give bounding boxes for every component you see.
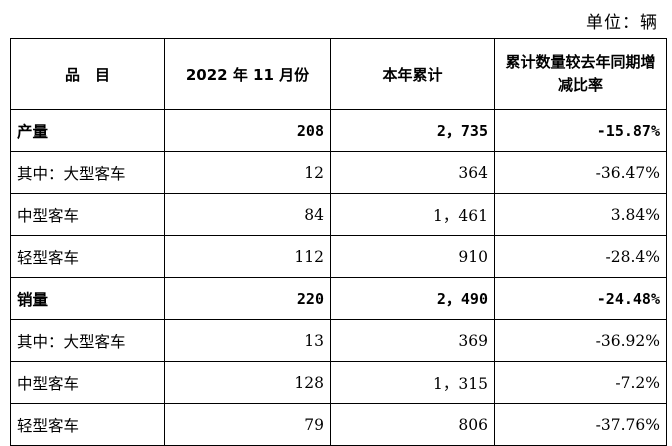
header-change: 累计数量较去年同期增减比率 xyxy=(494,38,667,110)
row-ytd-value: 1，315 xyxy=(330,361,495,404)
row-label: 其中：大型客车 xyxy=(10,319,165,362)
row-month-value: 13 xyxy=(164,319,331,362)
row-label: 轻型客车 xyxy=(10,403,165,446)
row-ytd-value: 369 xyxy=(330,319,495,362)
row-change-value: -37.76% xyxy=(494,403,667,446)
header-item: 品 目 xyxy=(10,38,165,110)
row-month-value: 112 xyxy=(164,235,331,278)
row-change-value: -24.48% xyxy=(494,277,667,320)
table-row: 轻型客车 112 910 -28.4% xyxy=(10,235,667,278)
row-label: 中型客车 xyxy=(10,193,165,236)
header-month: 2022 年 11 月份 xyxy=(164,38,331,110)
table-row: 其中：大型客车 13 369 -36.92% xyxy=(10,319,667,362)
row-month-value: 84 xyxy=(164,193,331,236)
row-label: 销量 xyxy=(10,277,165,320)
row-month-value: 79 xyxy=(164,403,331,446)
table-row: 销量 220 2，490 -24.48% xyxy=(10,277,667,320)
row-change-value: -28.4% xyxy=(494,235,667,278)
row-month-value: 128 xyxy=(164,361,331,404)
header-ytd: 本年累计 xyxy=(330,38,495,110)
row-ytd-value: 910 xyxy=(330,235,495,278)
row-change-value: -7.2% xyxy=(494,361,667,404)
row-change-value: -15.87% xyxy=(494,109,667,152)
row-month-value: 208 xyxy=(164,109,331,152)
table-row: 其中：大型客车 12 364 -36.47% xyxy=(10,151,667,194)
row-month-value: 12 xyxy=(164,151,331,194)
row-ytd-value: 2，490 xyxy=(330,277,495,320)
row-ytd-value: 1，461 xyxy=(330,193,495,236)
table-row: 轻型客车 79 806 -37.76% xyxy=(10,403,667,446)
row-month-value: 220 xyxy=(164,277,331,320)
row-label: 其中：大型客车 xyxy=(10,151,165,194)
row-ytd-value: 806 xyxy=(330,403,495,446)
table-row: 产量 208 2，735 -15.87% xyxy=(10,109,667,152)
table-row: 中型客车 128 1，315 -7.2% xyxy=(10,361,667,404)
row-change-value: -36.47% xyxy=(494,151,667,194)
production-sales-table: 品 目 2022 年 11 月份 本年累计 累计数量较去年同期增减比率 产量 2… xyxy=(10,38,667,446)
row-label: 中型客车 xyxy=(10,361,165,404)
row-label: 产量 xyxy=(10,109,165,152)
row-ytd-value: 2，735 xyxy=(330,109,495,152)
table-header-row: 品 目 2022 年 11 月份 本年累计 累计数量较去年同期增减比率 xyxy=(10,38,667,110)
table-row: 中型客车 84 1，461 3.84% xyxy=(10,193,667,236)
row-label: 轻型客车 xyxy=(10,235,165,278)
row-change-value: 3.84% xyxy=(494,193,667,236)
row-change-value: -36.92% xyxy=(494,319,667,362)
unit-label: 单位：辆 xyxy=(586,13,658,33)
row-ytd-value: 364 xyxy=(330,151,495,194)
